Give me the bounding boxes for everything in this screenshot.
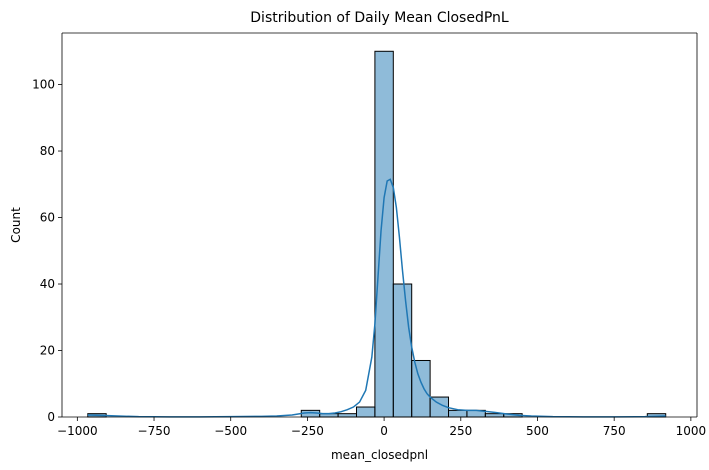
histogram-bar: [374, 50, 394, 418]
x-axis-ticks: −1000 −750 −500 −250 0 250 500 750 1000: [57, 417, 706, 438]
x-tick-label: 750: [603, 424, 626, 438]
x-tick-label: −1000: [57, 424, 98, 438]
y-tick-label: 100: [32, 78, 55, 92]
histogram-bar: [484, 413, 505, 418]
histogram-bar: [355, 406, 376, 418]
histogram-bar: [448, 409, 468, 418]
x-tick-label: 500: [526, 424, 549, 438]
y-tick-label: 0: [47, 410, 55, 424]
x-axis-label: mean_closedpnl: [331, 448, 428, 462]
x-tick-label: 1000: [676, 424, 707, 438]
y-axis-label: Count: [9, 207, 23, 243]
y-axis-ticks: 0 20 40 60 80 100: [32, 78, 62, 424]
y-tick-label: 40: [40, 277, 55, 291]
y-tick-label: 20: [40, 344, 55, 358]
x-tick-label: −750: [138, 424, 171, 438]
histogram-bar: [411, 359, 431, 418]
kde-curve: [87, 178, 666, 418]
x-tick-label: 250: [449, 424, 472, 438]
x-tick-label: −250: [291, 424, 324, 438]
y-tick-label: 80: [40, 144, 55, 158]
axes: [61, 32, 698, 418]
x-tick-label: −500: [214, 424, 247, 438]
y-tick-label: 60: [40, 211, 55, 225]
chart-title: Distribution of Daily Mean ClosedPnL: [250, 10, 509, 26]
histogram-bar: [337, 413, 357, 418]
x-tick-label: 0: [380, 424, 388, 438]
histogram-bar: [392, 283, 413, 418]
